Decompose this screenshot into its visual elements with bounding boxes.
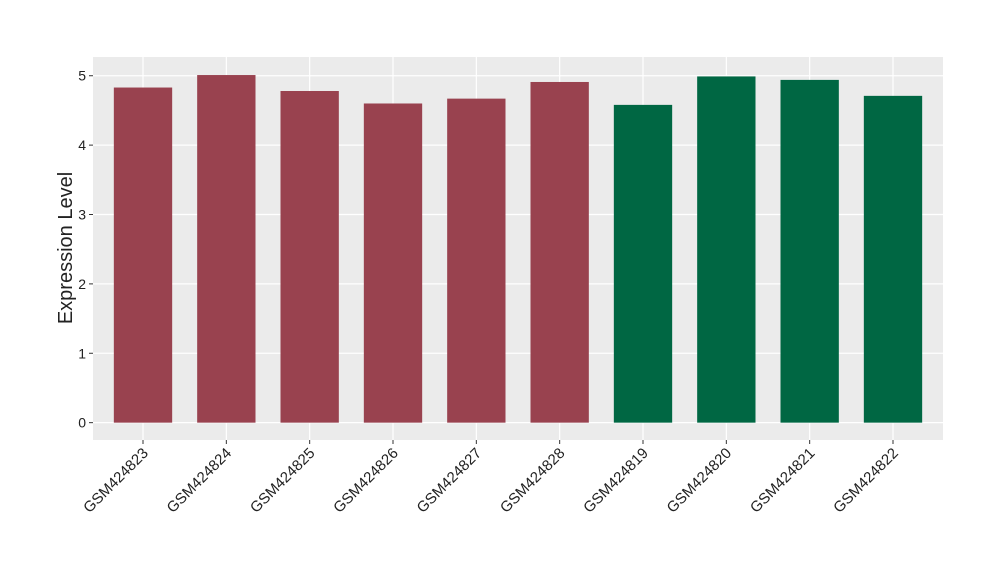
bar — [113, 87, 173, 423]
x-tick-label: GSM424821 — [747, 445, 819, 517]
x-tick-label: GSM424824 — [164, 445, 236, 517]
x-tick-label: GSM424819 — [580, 445, 652, 517]
x-tick-label: GSM424825 — [247, 445, 319, 517]
x-tick-label: GSM424820 — [664, 445, 736, 517]
y-tick-label: 4 — [78, 137, 86, 153]
bar — [863, 95, 923, 423]
bar — [613, 104, 673, 423]
x-tick-label: GSM424822 — [830, 445, 902, 517]
y-tick-label: 2 — [78, 276, 86, 292]
x-tick-label: GSM424826 — [330, 445, 402, 517]
x-tick-label: GSM424828 — [497, 445, 569, 517]
bar — [447, 98, 506, 423]
x-tick-label: GSM424827 — [414, 445, 486, 517]
bar — [780, 79, 839, 423]
y-tick-label: 5 — [78, 68, 86, 84]
y-tick-label: 1 — [78, 345, 86, 361]
bar — [197, 75, 256, 423]
y-tick-label: 3 — [78, 207, 86, 223]
bar — [530, 81, 589, 423]
bar — [697, 76, 756, 423]
bar — [280, 90, 339, 423]
bar — [363, 103, 423, 423]
y-axis-title: Expression Level — [55, 172, 77, 324]
x-tick-label: GSM424823 — [80, 445, 152, 517]
y-tick-label: 0 — [78, 415, 86, 431]
